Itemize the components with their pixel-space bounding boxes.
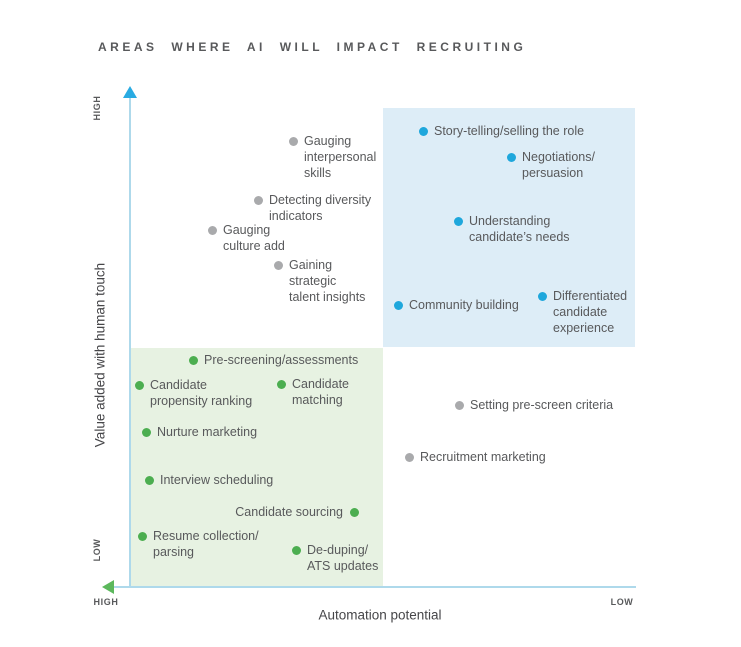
point-label: Pre-screening/assessments: [204, 353, 359, 367]
point-label: Community building: [409, 298, 519, 312]
x-axis-tick-low: LOW: [610, 597, 634, 607]
point-dot: [288, 136, 298, 146]
point-dot: [273, 260, 283, 270]
point-dot: [253, 195, 263, 205]
point-dot: [291, 545, 301, 555]
point-dot: [404, 452, 414, 462]
point-dot: [537, 291, 547, 301]
y-axis-title: Value added with human touch: [92, 262, 108, 448]
point-label: Candidate sourcing: [235, 505, 343, 519]
point-dot: [137, 531, 147, 541]
point-dot: [393, 300, 403, 310]
x-axis-tick-high: HIGH: [93, 597, 119, 607]
point-dot: [506, 152, 516, 162]
y-axis-line: [129, 97, 131, 587]
y-axis-tick-low: LOW: [92, 538, 102, 562]
point-dot: [188, 355, 198, 365]
point-dot: [276, 379, 286, 389]
point-label: Understanding candidate’s needs: [469, 214, 570, 244]
x-axis-line: [112, 586, 636, 588]
point-dot: [454, 400, 464, 410]
x-axis-arrow-left-icon: [102, 580, 114, 594]
point-label: Interview scheduling: [160, 473, 274, 487]
point-label: Negotiations/persuasion: [522, 150, 595, 180]
point-label: Resume collection/parsing: [153, 529, 259, 559]
quadrant-high-human-touch: [383, 108, 635, 347]
chart-title: AREAS WHERE AI WILL IMPACT RECRUITING: [98, 40, 527, 54]
point-label: Candidate propensity ranking: [150, 378, 253, 408]
point-label: Candidate matching: [292, 377, 349, 407]
point-dot: [207, 225, 217, 235]
point-label: Gaining strategic talent insights: [289, 258, 366, 304]
point-dot: [349, 507, 359, 517]
point-label: Recruitment marketing: [420, 450, 546, 464]
y-axis-tick-high: HIGH: [92, 95, 102, 121]
point-dot: [453, 216, 463, 226]
point-label: Nurture marketing: [157, 425, 258, 439]
point-label: De-duping/ATS updates: [307, 543, 379, 573]
point-dot: [144, 475, 154, 485]
point-dot: [141, 427, 151, 437]
point-label: Setting pre-screen criteria: [470, 398, 614, 412]
point-label: Differentiated candidate experience: [553, 289, 628, 335]
x-axis-title: Automation potential: [318, 607, 442, 623]
point-dot: [134, 380, 144, 390]
point-label: Gauging interpersonal skills: [304, 134, 377, 180]
quadrant-high-automation: [131, 348, 383, 586]
point-label: Detecting diversity indicators: [269, 193, 372, 223]
point-dot: [418, 126, 428, 136]
y-axis-arrow-up-icon: [123, 86, 137, 98]
point-label: Story-telling/selling the role: [434, 124, 585, 138]
point-label: Gauging culture add: [223, 223, 285, 253]
